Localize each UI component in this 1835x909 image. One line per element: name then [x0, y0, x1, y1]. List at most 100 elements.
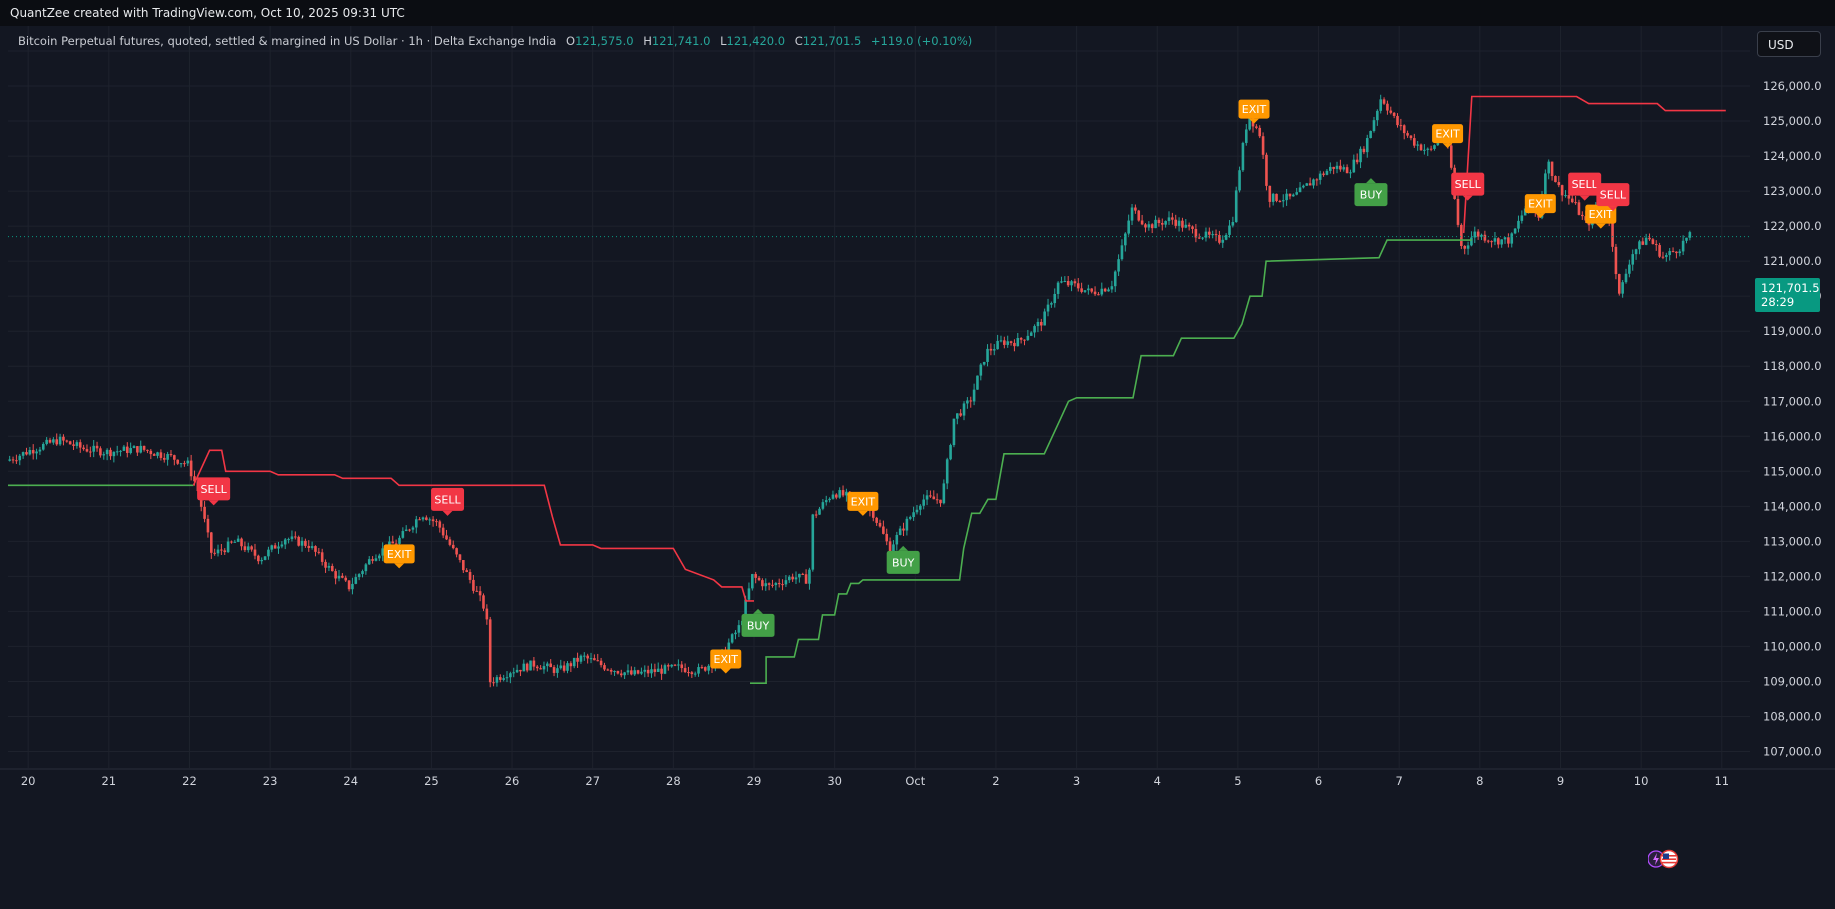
signal-sell[interactable]: SELL [431, 487, 465, 516]
candle-body [1268, 185, 1272, 202]
candle-body [606, 669, 610, 671]
candle-body [707, 665, 710, 671]
candle-body [448, 539, 452, 545]
candle-body [317, 551, 321, 553]
signal-exit[interactable]: EXIT [383, 544, 415, 569]
signal-exit[interactable]: EXIT [1585, 204, 1617, 229]
candle-body [562, 665, 566, 671]
signal-pointer [1535, 213, 1546, 219]
currency-button[interactable]: USD [1757, 31, 1821, 57]
candle-body [1433, 145, 1436, 149]
candle-body [1265, 154, 1268, 186]
candle-body [1100, 288, 1104, 295]
candle-body [1685, 237, 1688, 241]
candle-body [1093, 291, 1097, 295]
candle-body [55, 439, 59, 445]
bottom-icons[interactable] [1648, 849, 1688, 869]
candle-body [532, 660, 536, 667]
candle-body [1238, 170, 1241, 191]
signal-sell[interactable]: SELL [1568, 172, 1602, 201]
candle-body [1137, 210, 1141, 221]
candle-body [1221, 239, 1225, 243]
candle-body [502, 678, 505, 680]
signal-exit[interactable]: EXIT [1524, 194, 1556, 219]
candle-body [263, 556, 267, 560]
signal-text: BUY [1360, 189, 1383, 202]
candle-body [821, 502, 825, 509]
candlestick-chart[interactable]: SELL EXIT SELL EXIT BUY EXIT BUY EXIT BUY EXIT SEL… [0, 26, 1835, 909]
candle-body [915, 509, 919, 513]
candle-body [764, 583, 768, 587]
candle-body [667, 665, 670, 667]
candle-body [599, 660, 603, 666]
candle-body [75, 442, 79, 446]
candle-body [240, 538, 243, 547]
candle-body [992, 349, 996, 351]
signal-box [1596, 183, 1630, 207]
candle-body [1648, 237, 1651, 240]
grid [8, 26, 1750, 768]
candle-body [371, 559, 374, 561]
candle-body [465, 570, 468, 572]
lightning-glyph-icon [1653, 853, 1659, 865]
signal-exit[interactable]: EXIT [847, 491, 879, 516]
signal-exit[interactable]: EXIT [710, 649, 742, 674]
candle-body [1130, 207, 1134, 221]
candle-body [576, 657, 579, 662]
candle-body [304, 540, 307, 546]
candle-body [418, 519, 421, 521]
candle-body [962, 403, 966, 416]
signal-sell[interactable]: SELL [1451, 172, 1485, 201]
candle-body [361, 571, 364, 575]
signal-sell[interactable]: SELL [1596, 183, 1630, 212]
candle-body [1362, 148, 1366, 153]
signal-pointer [720, 668, 731, 674]
signal-text: BUY [747, 619, 770, 632]
candle-body [754, 574, 757, 578]
symbol-legend[interactable]: Bitcoin Perpetual futures, quoted, settl… [18, 34, 972, 48]
candle-body [1544, 173, 1547, 195]
candle-body [1181, 220, 1184, 228]
signal-buy[interactable]: BUY [1354, 178, 1388, 207]
signal-buy[interactable]: BUY [741, 608, 775, 637]
time-tick-label: 5 [1234, 774, 1241, 788]
candle-body [1056, 282, 1060, 294]
price-tick-label: 112,000.0 [1763, 569, 1822, 583]
candle-body [1134, 207, 1137, 211]
long-stop-line [750, 239, 1472, 685]
candle-body [109, 449, 112, 457]
chart-frame [0, 26, 1835, 909]
candle-body [485, 608, 489, 620]
signal-box [1451, 172, 1485, 196]
candle-body [374, 558, 378, 561]
candle-body [65, 440, 69, 442]
price-axis[interactable]: 107,000.0 108,000.0 109,000.0 110,000.0 111,… [1763, 44, 1822, 758]
candle-body [435, 521, 438, 523]
candle-body [401, 531, 405, 538]
candle-body [1678, 251, 1682, 254]
candle-body [1194, 228, 1198, 238]
signal-buy[interactable]: BUY [886, 545, 920, 574]
signal-exit[interactable]: EXIT [1238, 99, 1270, 124]
time-axis[interactable]: 20 21 22 23 24 25 26 27 28 29 30 Oct 2 3 4 5 6 7 8 9 10 11 [0, 768, 1835, 788]
candle-body [814, 514, 818, 516]
candle-body [119, 450, 122, 452]
time-tick-label: 11 [1714, 774, 1729, 788]
time-tick-label: 25 [424, 774, 439, 788]
candle-body [744, 599, 747, 621]
candle-body [1581, 214, 1584, 217]
signal-pointer [857, 510, 868, 516]
signal-pointer [1442, 143, 1453, 149]
candle-body [1634, 249, 1638, 255]
candle-body [179, 463, 183, 465]
candle-body [697, 667, 700, 674]
candle-body [38, 449, 42, 452]
signal-sell[interactable]: SELL [197, 477, 231, 506]
candle-body [421, 517, 425, 520]
high-label: H [643, 34, 652, 48]
candle-body [226, 541, 230, 553]
signal-exit[interactable]: EXIT [1432, 124, 1464, 149]
candle-body [871, 510, 875, 518]
candle-body [757, 577, 761, 581]
candle-body [431, 519, 435, 522]
